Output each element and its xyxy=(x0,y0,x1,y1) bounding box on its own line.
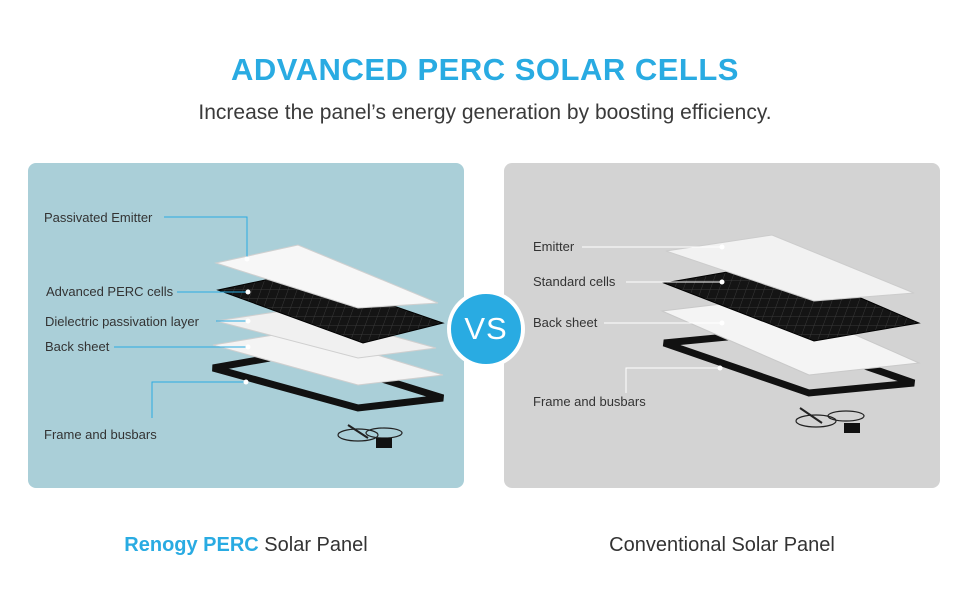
caption-conventional: Conventional Solar Panel xyxy=(609,534,835,556)
label-dielectric-passivation: Dielectric passivation layer xyxy=(45,314,199,329)
page-title: ADVANCED PERC SOLAR CELLS xyxy=(231,52,739,87)
label-emitter: Emitter xyxy=(533,239,575,254)
caption-rest: Solar Panel xyxy=(258,534,368,556)
junction-box-icon xyxy=(795,407,865,433)
junction-box-icon xyxy=(337,424,403,448)
vs-badge: VS xyxy=(447,290,525,368)
perc-layer-stack-illustration xyxy=(114,216,445,448)
conventional-panel-diagram: Emitter Standard cells Back sheet Frame … xyxy=(504,163,940,488)
page-subtitle: Increase the panel’s energy generation b… xyxy=(198,101,772,124)
label-back-sheet: Back sheet xyxy=(533,315,598,330)
back-sheet-layer xyxy=(212,330,444,386)
label-frame-busbars: Frame and busbars xyxy=(533,394,646,409)
label-back-sheet: Back sheet xyxy=(45,339,110,354)
label-standard-cells: Standard cells xyxy=(533,274,616,289)
label-frame-busbars: Frame and busbars xyxy=(44,427,157,442)
dielectric-passivation-layer xyxy=(215,308,437,359)
label-advanced-perc-cells: Advanced PERC cells xyxy=(46,284,174,299)
label-passivated-emitter: Passivated Emitter xyxy=(44,210,153,225)
renogy-perc-panel-diagram: Passivated Emitter Advanced PERC cells D… xyxy=(28,163,464,488)
passivated-emitter-layer xyxy=(214,244,439,309)
conventional-layer-stack-illustration xyxy=(582,234,921,433)
caption-brand: Renogy PERC xyxy=(124,534,259,556)
emitter-layer xyxy=(665,234,915,302)
caption-renogy-perc: Renogy PERC Solar Panel xyxy=(28,534,464,557)
